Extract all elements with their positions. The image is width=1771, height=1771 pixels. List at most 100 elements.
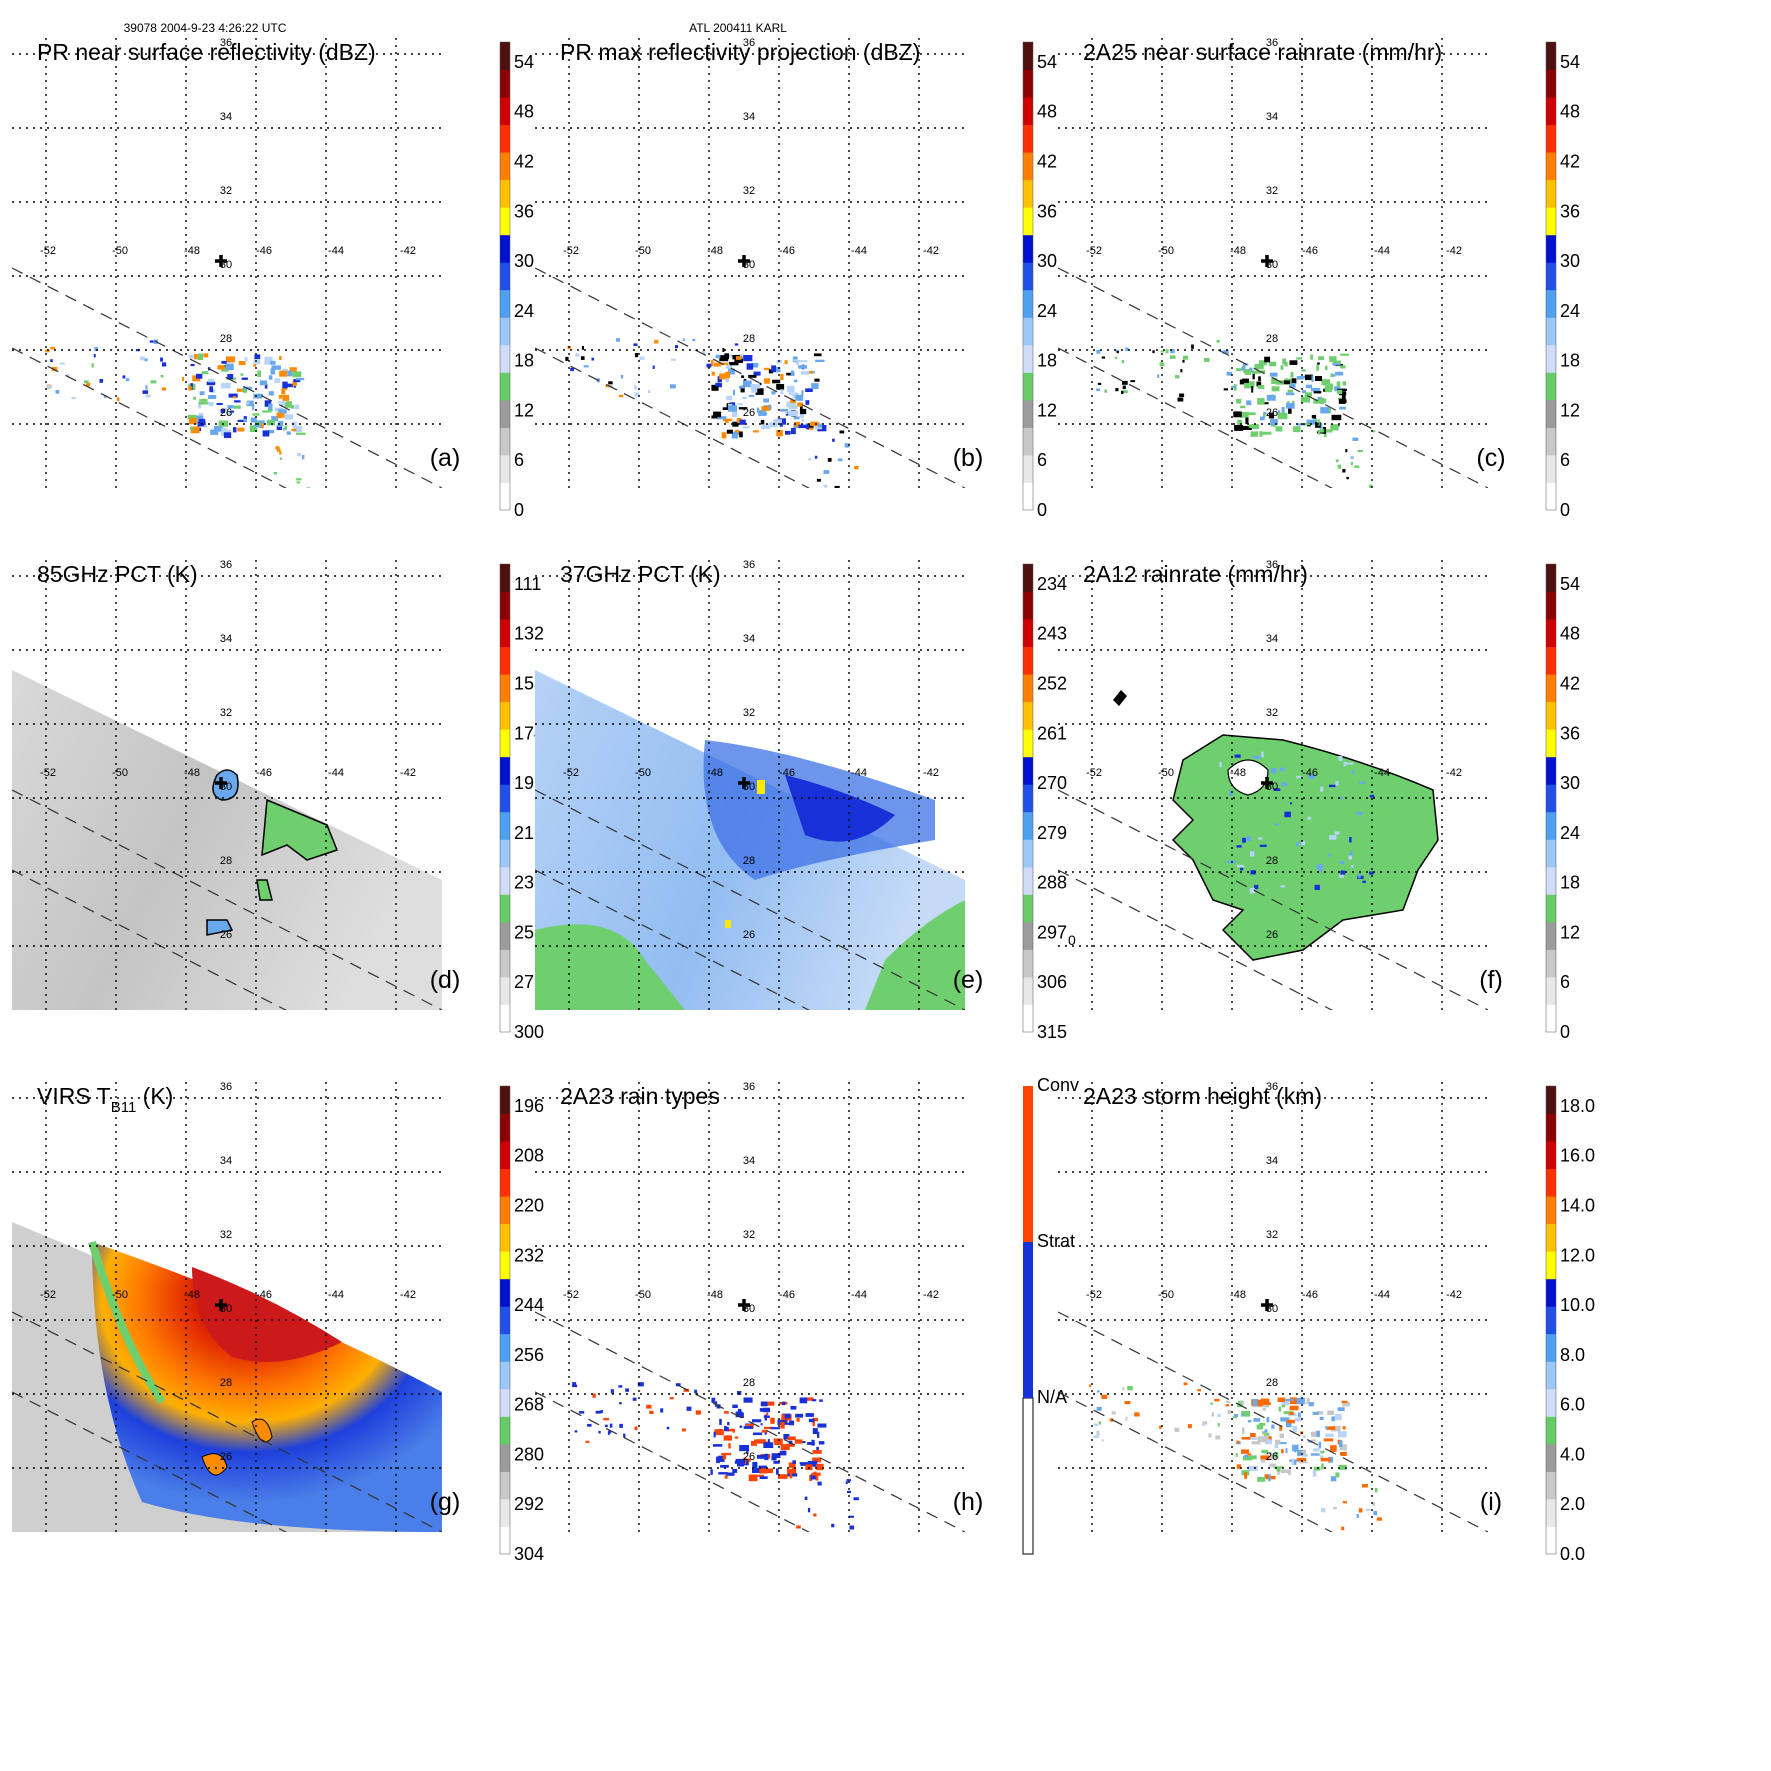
rain-pixel	[780, 1421, 785, 1429]
latitude-label: 34	[1266, 111, 1278, 123]
rain-pixel	[1329, 356, 1337, 362]
rain-pixel	[1298, 1412, 1301, 1418]
latitude-label: 28	[743, 855, 755, 867]
rain-pixel	[217, 365, 225, 370]
rain-pixel	[817, 1431, 820, 1438]
rain-pixel	[1252, 1399, 1258, 1406]
colorbar-label: 0	[514, 500, 524, 520]
rain-pixel	[726, 362, 733, 369]
rain-pixel	[1249, 887, 1255, 894]
rain-pixel	[1288, 407, 1292, 414]
rain-pixel	[1332, 362, 1341, 366]
colorbar-label: 232	[514, 1245, 544, 1265]
colorbar-segment	[1023, 1004, 1033, 1033]
rain-pixel	[1175, 375, 1180, 379]
rain-pixel	[1325, 1433, 1334, 1437]
rain-pixel	[1283, 1411, 1294, 1415]
rain-pixel	[735, 1458, 746, 1464]
rain-pixel	[188, 417, 197, 425]
cell	[256, 879, 273, 901]
rain-pixel	[135, 349, 139, 352]
longitude-label: -50	[112, 245, 128, 257]
rain-pixel	[1263, 412, 1267, 415]
cell	[206, 919, 234, 936]
storm-center-marker	[1261, 1299, 1273, 1311]
rain-pixel	[1271, 768, 1277, 774]
rain-pixel	[1329, 835, 1337, 840]
rain-pixel	[1328, 784, 1336, 788]
colorbar-segment	[1546, 1471, 1556, 1500]
rain-pixel	[727, 1435, 731, 1438]
longitude-label: -44	[328, 245, 344, 257]
rain-pixel	[1301, 396, 1310, 403]
colorbar-segment	[1546, 619, 1556, 648]
rain-pixel	[1236, 1440, 1240, 1444]
rain-pixel	[1319, 867, 1323, 873]
rain-pixel	[733, 389, 736, 396]
colorbar: 0 6 12 18 24 30 36 42 48 54	[499, 41, 534, 520]
latitude-label: 34	[220, 633, 232, 645]
rain-pixel	[759, 1468, 768, 1474]
rain-pixel	[575, 353, 580, 357]
rain-pixel	[682, 338, 685, 341]
rain-pixel	[719, 1418, 722, 1425]
rain-pixel	[849, 1515, 854, 1518]
rain-pixel	[735, 356, 742, 360]
rain-pixel	[1314, 884, 1320, 890]
colorbar-label: 36	[1560, 201, 1580, 221]
rain-pixel	[799, 408, 807, 415]
colorbar-label: 256	[514, 1345, 544, 1365]
rain-pixel	[724, 353, 729, 359]
latitude-label: 32	[743, 185, 755, 197]
rain-pixel	[814, 455, 818, 459]
rain-pixel	[713, 362, 721, 367]
rain-pixel	[1240, 405, 1246, 409]
rain-pixel	[799, 413, 804, 418]
rain-pixel	[1296, 1457, 1307, 1462]
rain-pixel	[788, 404, 798, 409]
rain-pixel	[1247, 1453, 1252, 1456]
rain-pixel	[776, 384, 785, 390]
rain-pixel	[1273, 788, 1281, 791]
longitude-label: -48	[184, 245, 200, 257]
rain-pixel	[742, 396, 747, 399]
rain-pixel	[1260, 416, 1265, 421]
rain-pixel	[1320, 786, 1324, 792]
rain-pixel	[633, 343, 638, 346]
colorbar-label: 12	[1560, 922, 1580, 942]
rain-pixel	[1242, 378, 1249, 384]
panel-title: 2A23 rain types	[560, 1083, 720, 1109]
rain-pixel	[1211, 1412, 1214, 1417]
colorbar-segment	[1023, 784, 1033, 813]
rain-pixel	[1349, 837, 1352, 843]
rain-pixel	[193, 396, 196, 400]
colorbar-segment	[500, 811, 510, 840]
rain-pixel	[812, 1428, 818, 1434]
rain-pixel	[761, 1429, 768, 1433]
rain-pixel	[1331, 1416, 1335, 1422]
longitude-label: -44	[851, 767, 867, 779]
rain-pixel	[1152, 350, 1155, 354]
rain-pixel	[1098, 1421, 1101, 1425]
rain-pixel	[1290, 383, 1296, 388]
rain-pixel	[796, 1525, 801, 1529]
rain-pixel	[1264, 356, 1271, 363]
rain-pixel	[1250, 870, 1256, 875]
rain-pixel	[295, 377, 305, 381]
rain-pixel	[816, 1463, 824, 1471]
rain-pixel	[632, 1397, 637, 1401]
rain-pixel	[811, 1399, 817, 1402]
colorbar-frame	[1022, 41, 1034, 511]
rain-pixel	[1266, 1475, 1276, 1480]
rain-pixel	[1214, 1398, 1220, 1402]
rain-pixel	[1216, 340, 1220, 343]
colorbar-segment	[500, 976, 510, 1005]
rain-pixel	[793, 359, 798, 362]
colorbar-segment	[1546, 289, 1556, 318]
swath-edge-line	[535, 869, 810, 1010]
rain-pixel	[1269, 361, 1276, 367]
latitude-label: 36	[1266, 37, 1278, 49]
rain-pixel	[1317, 419, 1320, 426]
rain-pixel	[800, 371, 809, 375]
rain-pixel	[722, 418, 732, 422]
